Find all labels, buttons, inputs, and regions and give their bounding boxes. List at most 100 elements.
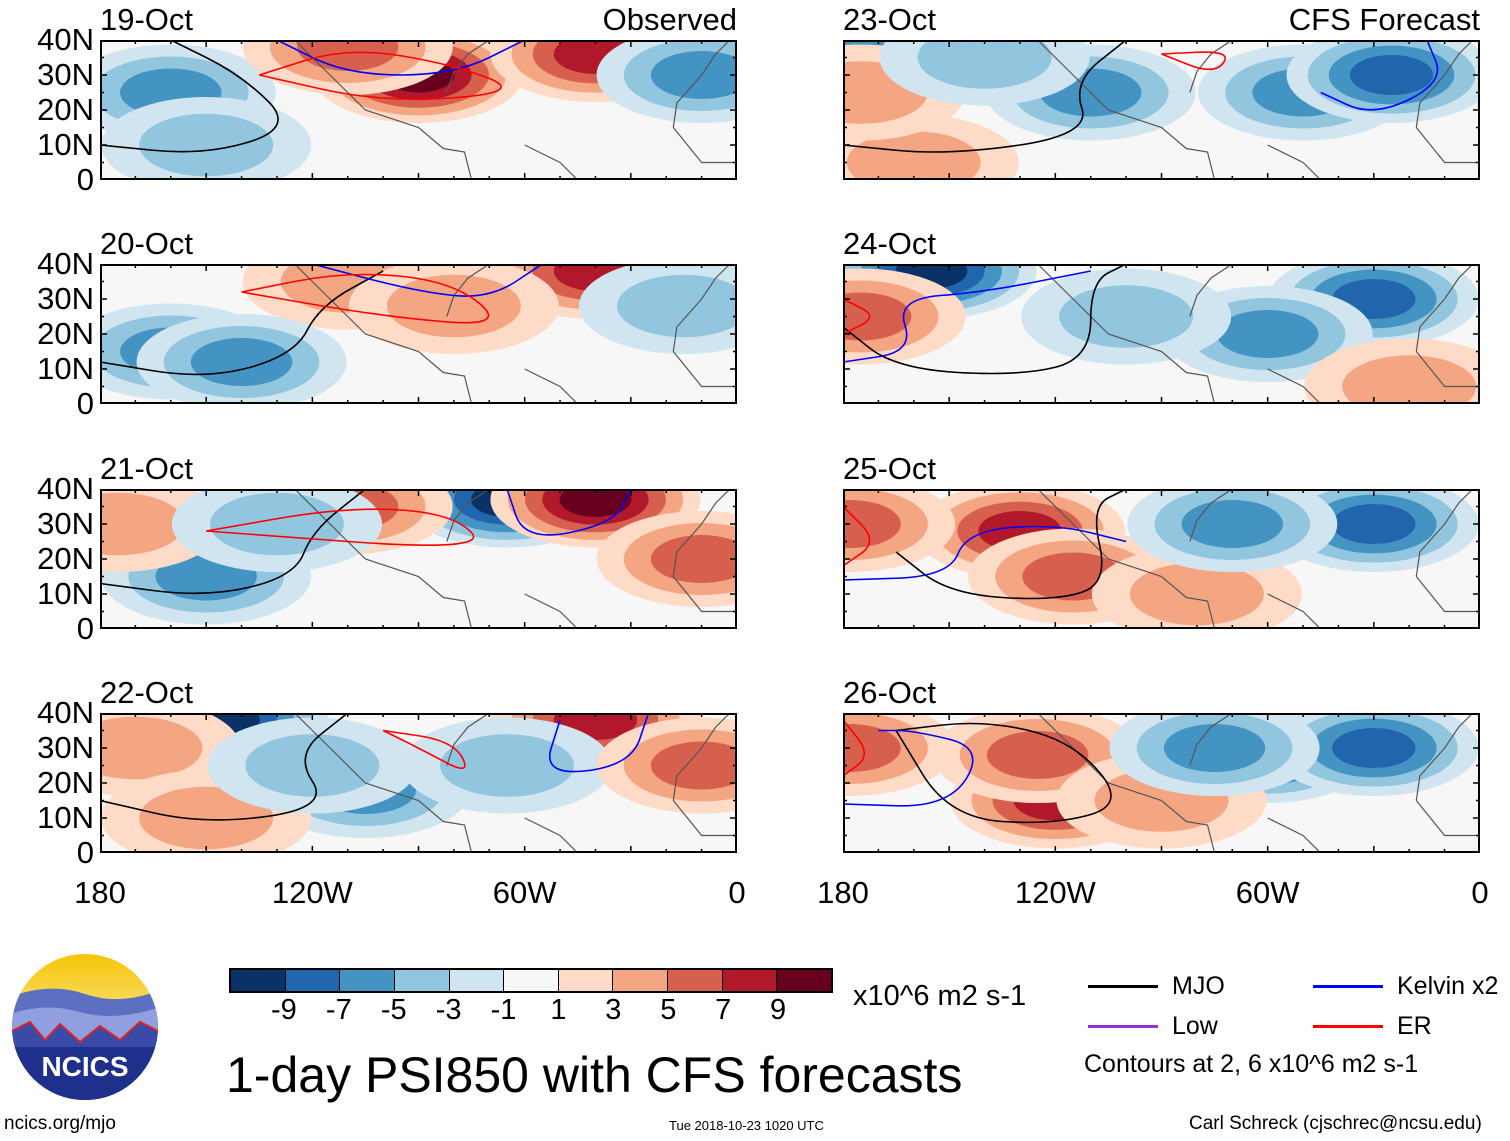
x-tick-label: 180 (74, 875, 126, 910)
y-tick-label: 0 (76, 835, 94, 870)
coastline (294, 713, 737, 853)
colorbar-swatch (721, 970, 777, 991)
anomaly-contour-fill (650, 535, 737, 583)
y-tick-label: 0 (76, 611, 94, 646)
coastline (294, 40, 737, 180)
anomaly-contour-fill (1216, 310, 1319, 358)
legend-label: MJO (1172, 972, 1225, 1000)
y-tick-label: 20N (37, 765, 94, 800)
colorbar-swatch (231, 970, 285, 991)
anomaly-contour-fill (386, 274, 521, 338)
colorbar-label: 9 (770, 994, 787, 1026)
coastline (1037, 489, 1480, 629)
x-tick-label: 0 (1471, 875, 1489, 910)
logo-text: NCICS (41, 1051, 128, 1082)
mjo-contour (843, 264, 1127, 375)
panel-date: 19-Oct (100, 2, 194, 37)
anomaly-contour-fill (917, 40, 1052, 89)
colorbar-swatch (557, 970, 613, 991)
anomaly-contour-fill (843, 292, 912, 341)
legend-line (1088, 985, 1158, 988)
legend-line (1088, 1025, 1158, 1028)
timestamp: Tue 2018-10-23 1020 UTC (669, 1118, 824, 1133)
colorbar (229, 968, 833, 993)
kelvin-contour (843, 270, 1091, 363)
x-tick-label: 120W (271, 875, 353, 910)
y-tick-label: 40N (37, 471, 94, 506)
anomaly-contour-fill (1332, 504, 1416, 544)
colorbar-label: 5 (660, 994, 677, 1026)
er-contour (1161, 51, 1226, 71)
panel-date: 20-Oct (100, 226, 194, 261)
y-tick-label: 10N (37, 800, 94, 835)
colorbar-label: -1 (490, 994, 517, 1026)
column-header: Observed (602, 2, 737, 37)
x-tick-label: 120W (1014, 875, 1096, 910)
panel-date: 21-Oct (100, 451, 194, 486)
y-tick-label: 20N (37, 316, 94, 351)
anomaly-contour-fill (559, 489, 632, 517)
colorbar-swatch (503, 970, 558, 991)
y-tick-label: 30N (37, 281, 94, 316)
anomaly-contour-fill (843, 724, 901, 772)
contour-note: Contours at 2, 6 x10^6 m2 s-1 (1084, 1050, 1419, 1078)
y-tick-label: 40N (37, 22, 94, 57)
er-contour (382, 729, 466, 769)
anomaly-contour-fill (1349, 55, 1434, 95)
er-contour (241, 273, 490, 324)
mjo-contour (895, 722, 1112, 824)
anomaly-contour-fill (297, 40, 399, 71)
anomaly-contour-fill (1181, 500, 1283, 548)
column-header: CFS Forecast (1288, 2, 1480, 37)
figure-title: 1-day PSI850 with CFS forecasts (226, 1047, 963, 1103)
anomaly-contour-fill (1059, 285, 1194, 348)
x-tick-label: 60W (492, 875, 557, 910)
mjo-contour (895, 489, 1127, 600)
mjo-contour (100, 713, 349, 821)
colorbar-label: -7 (325, 994, 352, 1026)
mjo-contour (100, 40, 279, 153)
y-tick-label: 30N (37, 506, 94, 541)
colorbar-swatch (284, 970, 340, 991)
kelvin-contour (1320, 40, 1439, 111)
credit: Carl Schreck (cjschrec@ncsu.edu) (1189, 1113, 1482, 1134)
panel-date: 26-Oct (843, 675, 937, 710)
y-tick-label: 40N (37, 246, 94, 281)
kelvin-contour (843, 525, 1127, 581)
colorbar-swatch (612, 970, 668, 991)
anomaly-contour-fill (650, 741, 737, 790)
y-tick-label: 30N (37, 57, 94, 92)
site-link[interactable]: ncics.org/mjo (4, 1113, 116, 1134)
anomaly-contour-fill (245, 734, 380, 797)
map-panel (99, 39, 738, 181)
anomaly-contour-fill (846, 131, 981, 180)
colorbar-label: 1 (550, 994, 567, 1026)
y-tick-label: 10N (37, 127, 94, 162)
legend-label: Kelvin x2 (1397, 972, 1499, 1000)
y-tick-label: 10N (37, 576, 94, 611)
map-panel (99, 712, 738, 854)
panel-date: 22-Oct (100, 675, 194, 710)
panel-date: 24-Oct (843, 226, 937, 261)
anomaly-contour-fill (1342, 355, 1477, 404)
map-panel (99, 263, 738, 405)
colorbar-swatch (776, 970, 832, 991)
mjo-contour (843, 40, 1127, 153)
colorbar-label: 3 (605, 994, 622, 1026)
y-tick-label: 40N (37, 695, 94, 730)
kelvin-contour (312, 264, 543, 297)
er-contour (259, 51, 502, 100)
legend-line (1313, 985, 1383, 988)
anomaly-contour-fill (100, 492, 185, 556)
mjo-contour (100, 270, 384, 376)
map-panel (842, 488, 1481, 630)
coastline (1037, 713, 1480, 853)
panel-date: 25-Oct (843, 451, 937, 486)
colorbar-swatch (393, 970, 449, 991)
anomaly-contour-fill (986, 731, 1089, 779)
coastline (1037, 264, 1480, 404)
anomaly-contour-fill (650, 51, 737, 99)
colorbar-label: -9 (271, 994, 297, 1026)
kelvin-contour (843, 729, 974, 807)
legend-label: ER (1397, 1012, 1432, 1040)
